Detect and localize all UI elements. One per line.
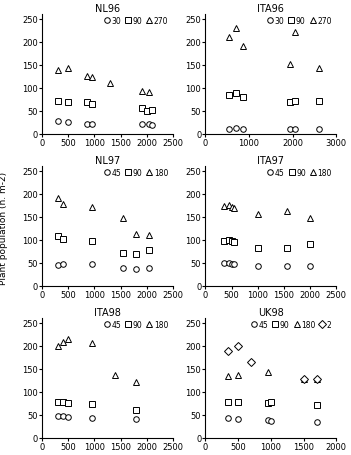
Title: ITA96: ITA96 [257, 4, 284, 14]
Legend: 45, 90, 180: 45, 90, 180 [101, 318, 171, 333]
Legend: 45, 90, 180: 45, 90, 180 [101, 166, 171, 181]
Legend: 45, 90, 180: 45, 90, 180 [264, 166, 335, 181]
Title: ITA97: ITA97 [257, 156, 284, 166]
Title: UK98: UK98 [258, 308, 284, 318]
Title: NL96: NL96 [95, 4, 120, 14]
Legend: 45, 90, 180, 2: 45, 90, 180, 2 [248, 318, 335, 333]
Text: Plant population (n. m-2): Plant population (n. m-2) [0, 171, 8, 284]
Legend: 30, 90, 270: 30, 90, 270 [101, 14, 171, 29]
Legend: 30, 90, 270: 30, 90, 270 [264, 14, 335, 29]
Title: NL97: NL97 [95, 156, 120, 166]
Title: ITA98: ITA98 [94, 308, 121, 318]
